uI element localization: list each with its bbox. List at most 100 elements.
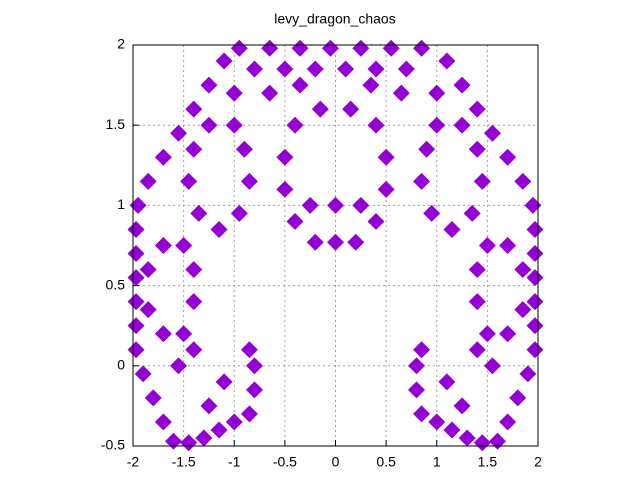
point bbox=[240, 405, 258, 423]
point bbox=[327, 196, 344, 214]
point bbox=[139, 261, 157, 279]
point bbox=[327, 233, 344, 251]
point bbox=[200, 76, 218, 94]
point bbox=[276, 180, 294, 198]
y-tick-label: -0.5 bbox=[101, 437, 125, 453]
point bbox=[453, 116, 471, 134]
point bbox=[458, 429, 476, 447]
point bbox=[478, 325, 496, 343]
point bbox=[352, 39, 370, 57]
point bbox=[286, 116, 304, 134]
x-tick-label: -0.5 bbox=[273, 454, 297, 470]
point bbox=[453, 76, 471, 94]
point bbox=[139, 172, 157, 190]
point bbox=[311, 100, 329, 118]
point bbox=[377, 180, 395, 198]
point bbox=[154, 237, 172, 254]
point bbox=[367, 212, 385, 230]
point bbox=[367, 116, 385, 134]
point bbox=[468, 100, 486, 118]
point bbox=[468, 293, 486, 311]
point bbox=[526, 245, 544, 263]
y-tick-label: 2 bbox=[117, 36, 125, 52]
point bbox=[139, 301, 157, 319]
point bbox=[185, 100, 203, 118]
point bbox=[127, 220, 145, 238]
point bbox=[367, 60, 385, 78]
point bbox=[468, 261, 486, 279]
point bbox=[443, 421, 461, 439]
point bbox=[468, 341, 486, 359]
x-tick-label: 0 bbox=[332, 454, 340, 470]
point bbox=[127, 293, 145, 311]
point bbox=[215, 373, 233, 391]
point bbox=[514, 261, 532, 279]
point bbox=[185, 140, 203, 158]
point bbox=[468, 140, 486, 158]
point bbox=[382, 39, 400, 57]
point bbox=[291, 76, 309, 94]
point bbox=[210, 220, 228, 238]
point bbox=[524, 196, 542, 214]
point bbox=[509, 389, 527, 407]
point bbox=[185, 293, 203, 311]
point bbox=[397, 60, 415, 78]
point bbox=[413, 341, 431, 359]
point bbox=[526, 341, 544, 359]
point bbox=[175, 237, 193, 254]
point bbox=[352, 196, 370, 214]
point bbox=[246, 381, 263, 399]
point bbox=[499, 413, 517, 431]
point bbox=[200, 397, 218, 415]
point bbox=[180, 434, 198, 452]
point bbox=[175, 325, 193, 343]
point bbox=[210, 421, 228, 439]
point bbox=[185, 341, 203, 359]
plot-frame bbox=[132, 44, 539, 447]
point bbox=[154, 325, 172, 343]
point bbox=[200, 116, 218, 134]
point bbox=[291, 39, 309, 57]
point bbox=[185, 261, 203, 279]
point bbox=[170, 357, 188, 375]
point bbox=[483, 124, 501, 142]
point bbox=[478, 237, 496, 254]
point bbox=[127, 341, 145, 359]
x-tick-label: 1 bbox=[433, 454, 441, 470]
point bbox=[127, 269, 145, 287]
point bbox=[418, 140, 436, 158]
point bbox=[165, 432, 182, 450]
point bbox=[180, 172, 198, 190]
point bbox=[127, 317, 145, 335]
x-tick-label: 2 bbox=[534, 454, 542, 470]
point bbox=[261, 39, 279, 57]
point bbox=[438, 373, 456, 391]
point bbox=[413, 172, 431, 190]
point bbox=[428, 116, 446, 134]
point bbox=[190, 204, 208, 222]
point bbox=[473, 434, 491, 452]
point bbox=[230, 39, 248, 57]
point bbox=[246, 60, 263, 78]
y-tick-label: 0 bbox=[117, 357, 125, 373]
point bbox=[362, 76, 380, 94]
point bbox=[526, 293, 544, 311]
point bbox=[134, 365, 152, 383]
x-tick-label: 1.5 bbox=[478, 454, 498, 470]
point bbox=[230, 204, 248, 222]
point bbox=[413, 39, 431, 57]
point bbox=[413, 405, 431, 423]
point bbox=[276, 60, 294, 78]
point bbox=[347, 233, 365, 251]
y-tick-label: 0.5 bbox=[106, 276, 126, 292]
point bbox=[453, 397, 471, 415]
point bbox=[286, 212, 304, 230]
point bbox=[154, 413, 172, 431]
point bbox=[225, 84, 243, 102]
point bbox=[301, 196, 319, 214]
point bbox=[428, 413, 446, 431]
x-tick-label: -2 bbox=[127, 454, 140, 470]
point bbox=[526, 317, 544, 335]
x-tick-label: 0.5 bbox=[376, 454, 396, 470]
